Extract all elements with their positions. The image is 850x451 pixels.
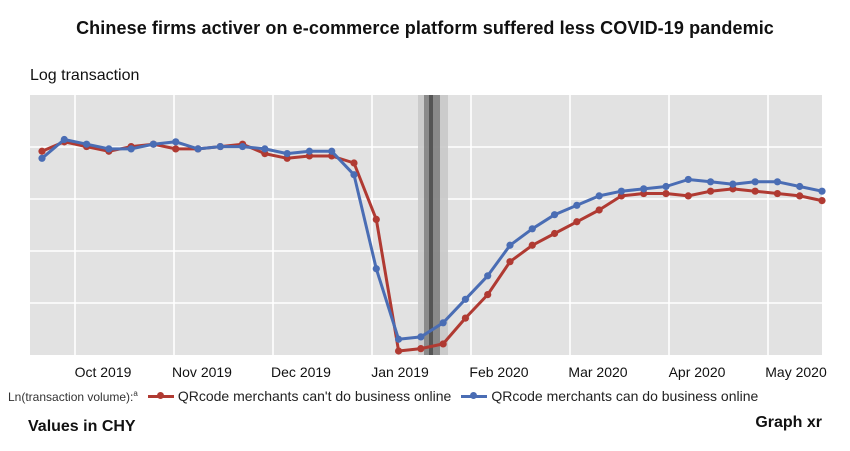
point-can-online [640, 185, 648, 193]
point-cant-online [818, 197, 826, 205]
series-line-can-online [41, 138, 823, 341]
legend-swatch-red [147, 391, 174, 399]
point-can-online [283, 150, 291, 158]
point-can-online [729, 180, 737, 188]
point-can-online [573, 201, 581, 209]
point-cant-online [550, 229, 559, 238]
point-cant-online [372, 215, 380, 223]
point-cant-online [506, 258, 514, 266]
point-can-online [261, 145, 269, 153]
currency-note: Values in CHY [28, 418, 136, 435]
point-can-online [439, 319, 447, 327]
point-can-online [328, 147, 336, 155]
series-line-cant-online [41, 140, 823, 353]
point-cant-online [350, 159, 358, 167]
legend-lead: Ln(transaction volume):a [8, 388, 138, 404]
series-group [38, 135, 826, 355]
point-can-online [773, 178, 782, 186]
point-can-online [684, 175, 692, 184]
point-cant-online [461, 314, 470, 322]
legend-label-can-online: QRcode merchants can do business online [491, 388, 759, 404]
point-can-online [194, 145, 202, 153]
x-tick-label: May 2020 [765, 364, 827, 380]
point-can-online [350, 171, 358, 179]
x-tick-label: Dec 2019 [271, 364, 331, 380]
point-can-online [149, 140, 158, 148]
point-cant-online [751, 187, 759, 195]
point-can-online [38, 154, 46, 162]
legend-item-cant-online: QRcode merchants can't do business onlin… [147, 388, 452, 404]
point-cant-online [417, 345, 425, 353]
chart-title: Chinese firms activer on e-commerce plat… [76, 18, 774, 38]
y-axis-label: Log transaction [30, 67, 140, 84]
point-can-online [82, 140, 91, 148]
point-cant-online [573, 218, 581, 226]
covid-band [418, 95, 448, 355]
graph-credit: Graph xr [755, 414, 822, 431]
legend: Ln(transaction volume):a QRcode merchant… [8, 388, 768, 404]
point-can-online [818, 187, 826, 195]
band-center [429, 95, 433, 355]
point-can-online [127, 145, 135, 153]
point-can-online [305, 147, 314, 155]
point-can-online [105, 145, 113, 153]
legend-swatch-blue [461, 391, 488, 399]
point-can-online [484, 272, 492, 280]
point-can-online [216, 142, 224, 151]
legend-label-cant-online: QRcode merchants can't do business onlin… [177, 388, 452, 404]
point-cant-online [38, 147, 46, 155]
point-can-online [796, 182, 804, 191]
point-cant-online [595, 206, 603, 214]
x-tick-label: Apr 2020 [669, 364, 726, 380]
point-cant-online [796, 192, 804, 200]
point-cant-online [394, 347, 403, 355]
point-can-online [417, 333, 425, 341]
x-tick-labels: Oct 2019 Nov 2019 Dec 2019 Jan 2019 Feb 2020… [75, 364, 827, 380]
point-cant-online [528, 241, 536, 249]
point-can-online [751, 178, 759, 186]
point-can-online [238, 142, 247, 151]
point-can-online [394, 335, 403, 343]
point-cant-online [706, 187, 715, 195]
x-tick-label: Nov 2019 [172, 364, 232, 380]
point-can-online [550, 211, 559, 219]
point-can-online [172, 138, 180, 146]
x-tick-label: Jan 2019 [371, 364, 429, 380]
point-can-online [595, 192, 603, 200]
point-can-online [528, 225, 536, 233]
point-can-online [706, 178, 715, 186]
point-can-online [617, 187, 626, 195]
legend-item-can-online: QRcode merchants can do business online [461, 388, 758, 404]
point-can-online [662, 182, 670, 191]
x-tick-label: Mar 2020 [568, 364, 627, 380]
point-can-online [372, 265, 380, 273]
point-can-online [506, 241, 514, 249]
point-can-online [60, 135, 68, 144]
x-tick-label: Feb 2020 [469, 364, 528, 380]
point-cant-online [439, 340, 447, 348]
x-tick-label: Oct 2019 [75, 364, 132, 380]
point-cant-online [773, 189, 782, 198]
point-cant-online [484, 291, 492, 299]
point-cant-online [172, 145, 180, 153]
point-cant-online [684, 192, 692, 200]
point-can-online [461, 295, 470, 303]
point-cant-online [662, 189, 670, 198]
